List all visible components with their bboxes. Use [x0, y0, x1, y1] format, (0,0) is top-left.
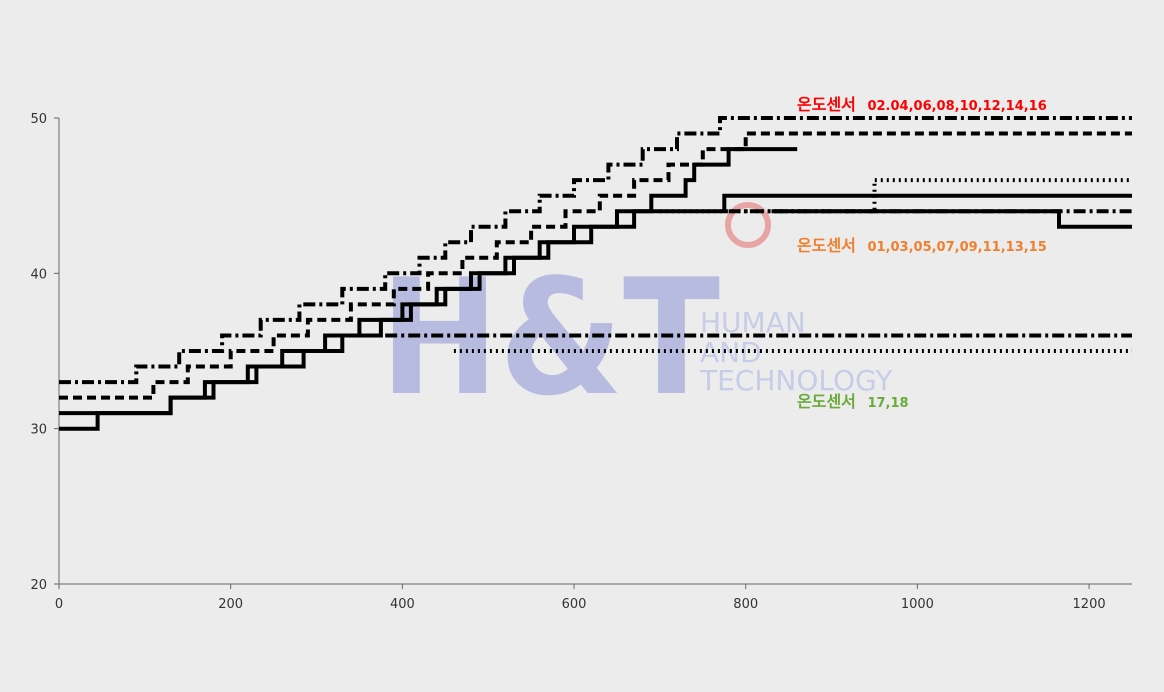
annotation-17-18: 온도센서 17,18: [797, 392, 909, 411]
series-line-upper-group-2: [59, 131, 1132, 400]
x-tick-label: 200: [218, 597, 243, 612]
annotation-even: 온도센서 02.04,06,08,10,12,14,16: [797, 95, 1047, 114]
series-line-lower-group-mid: [59, 193, 1132, 431]
x-tick-label: 0: [55, 597, 63, 612]
annotation-17-18-prefix: 온도센서: [797, 392, 856, 411]
y-tick-label: 50: [30, 112, 47, 127]
x-tick-label: 1000: [901, 597, 934, 612]
x-tick-label: 600: [562, 597, 587, 612]
x-tick-label: 800: [733, 597, 758, 612]
x-tick-label: 400: [390, 597, 415, 612]
x-tick-label: 1200: [1073, 597, 1106, 612]
annotation-even-sensors: 02.04,06,08,10,12,14,16: [867, 99, 1046, 114]
y-ticks: 20 30 40 50: [30, 112, 59, 593]
series-line-upper-group-top: [59, 116, 1132, 385]
x-ticks: 0 200 400 600 800 1000 1200: [55, 584, 1106, 612]
y-tick-label: 20: [30, 578, 47, 593]
watermark-line3: TECHNOLOGY: [699, 364, 893, 397]
axes: [58, 118, 1132, 585]
annotation-17-18-sensors: 17,18: [867, 396, 908, 411]
annotations: 온도센서 02.04,06,08,10,12,14,16 온도센서 01,03,…: [797, 95, 1047, 411]
annotation-odd-sensors: 01,03,05,07,09,11,13,15: [867, 240, 1046, 255]
series-layer: [59, 116, 1132, 431]
series-line-lower-group-bottom: [771, 209, 1132, 229]
annotation-odd: 온도센서 01,03,05,07,09,11,13,15: [797, 236, 1047, 255]
annotation-even-prefix: 온도센서: [797, 95, 856, 114]
y-tick-label: 30: [30, 423, 47, 438]
series-line-upper-group-3: [59, 147, 798, 416]
watermark-ring: [725, 202, 771, 248]
y-tick-label: 40: [30, 267, 47, 282]
annotation-odd-prefix: 온도센서: [797, 236, 856, 255]
